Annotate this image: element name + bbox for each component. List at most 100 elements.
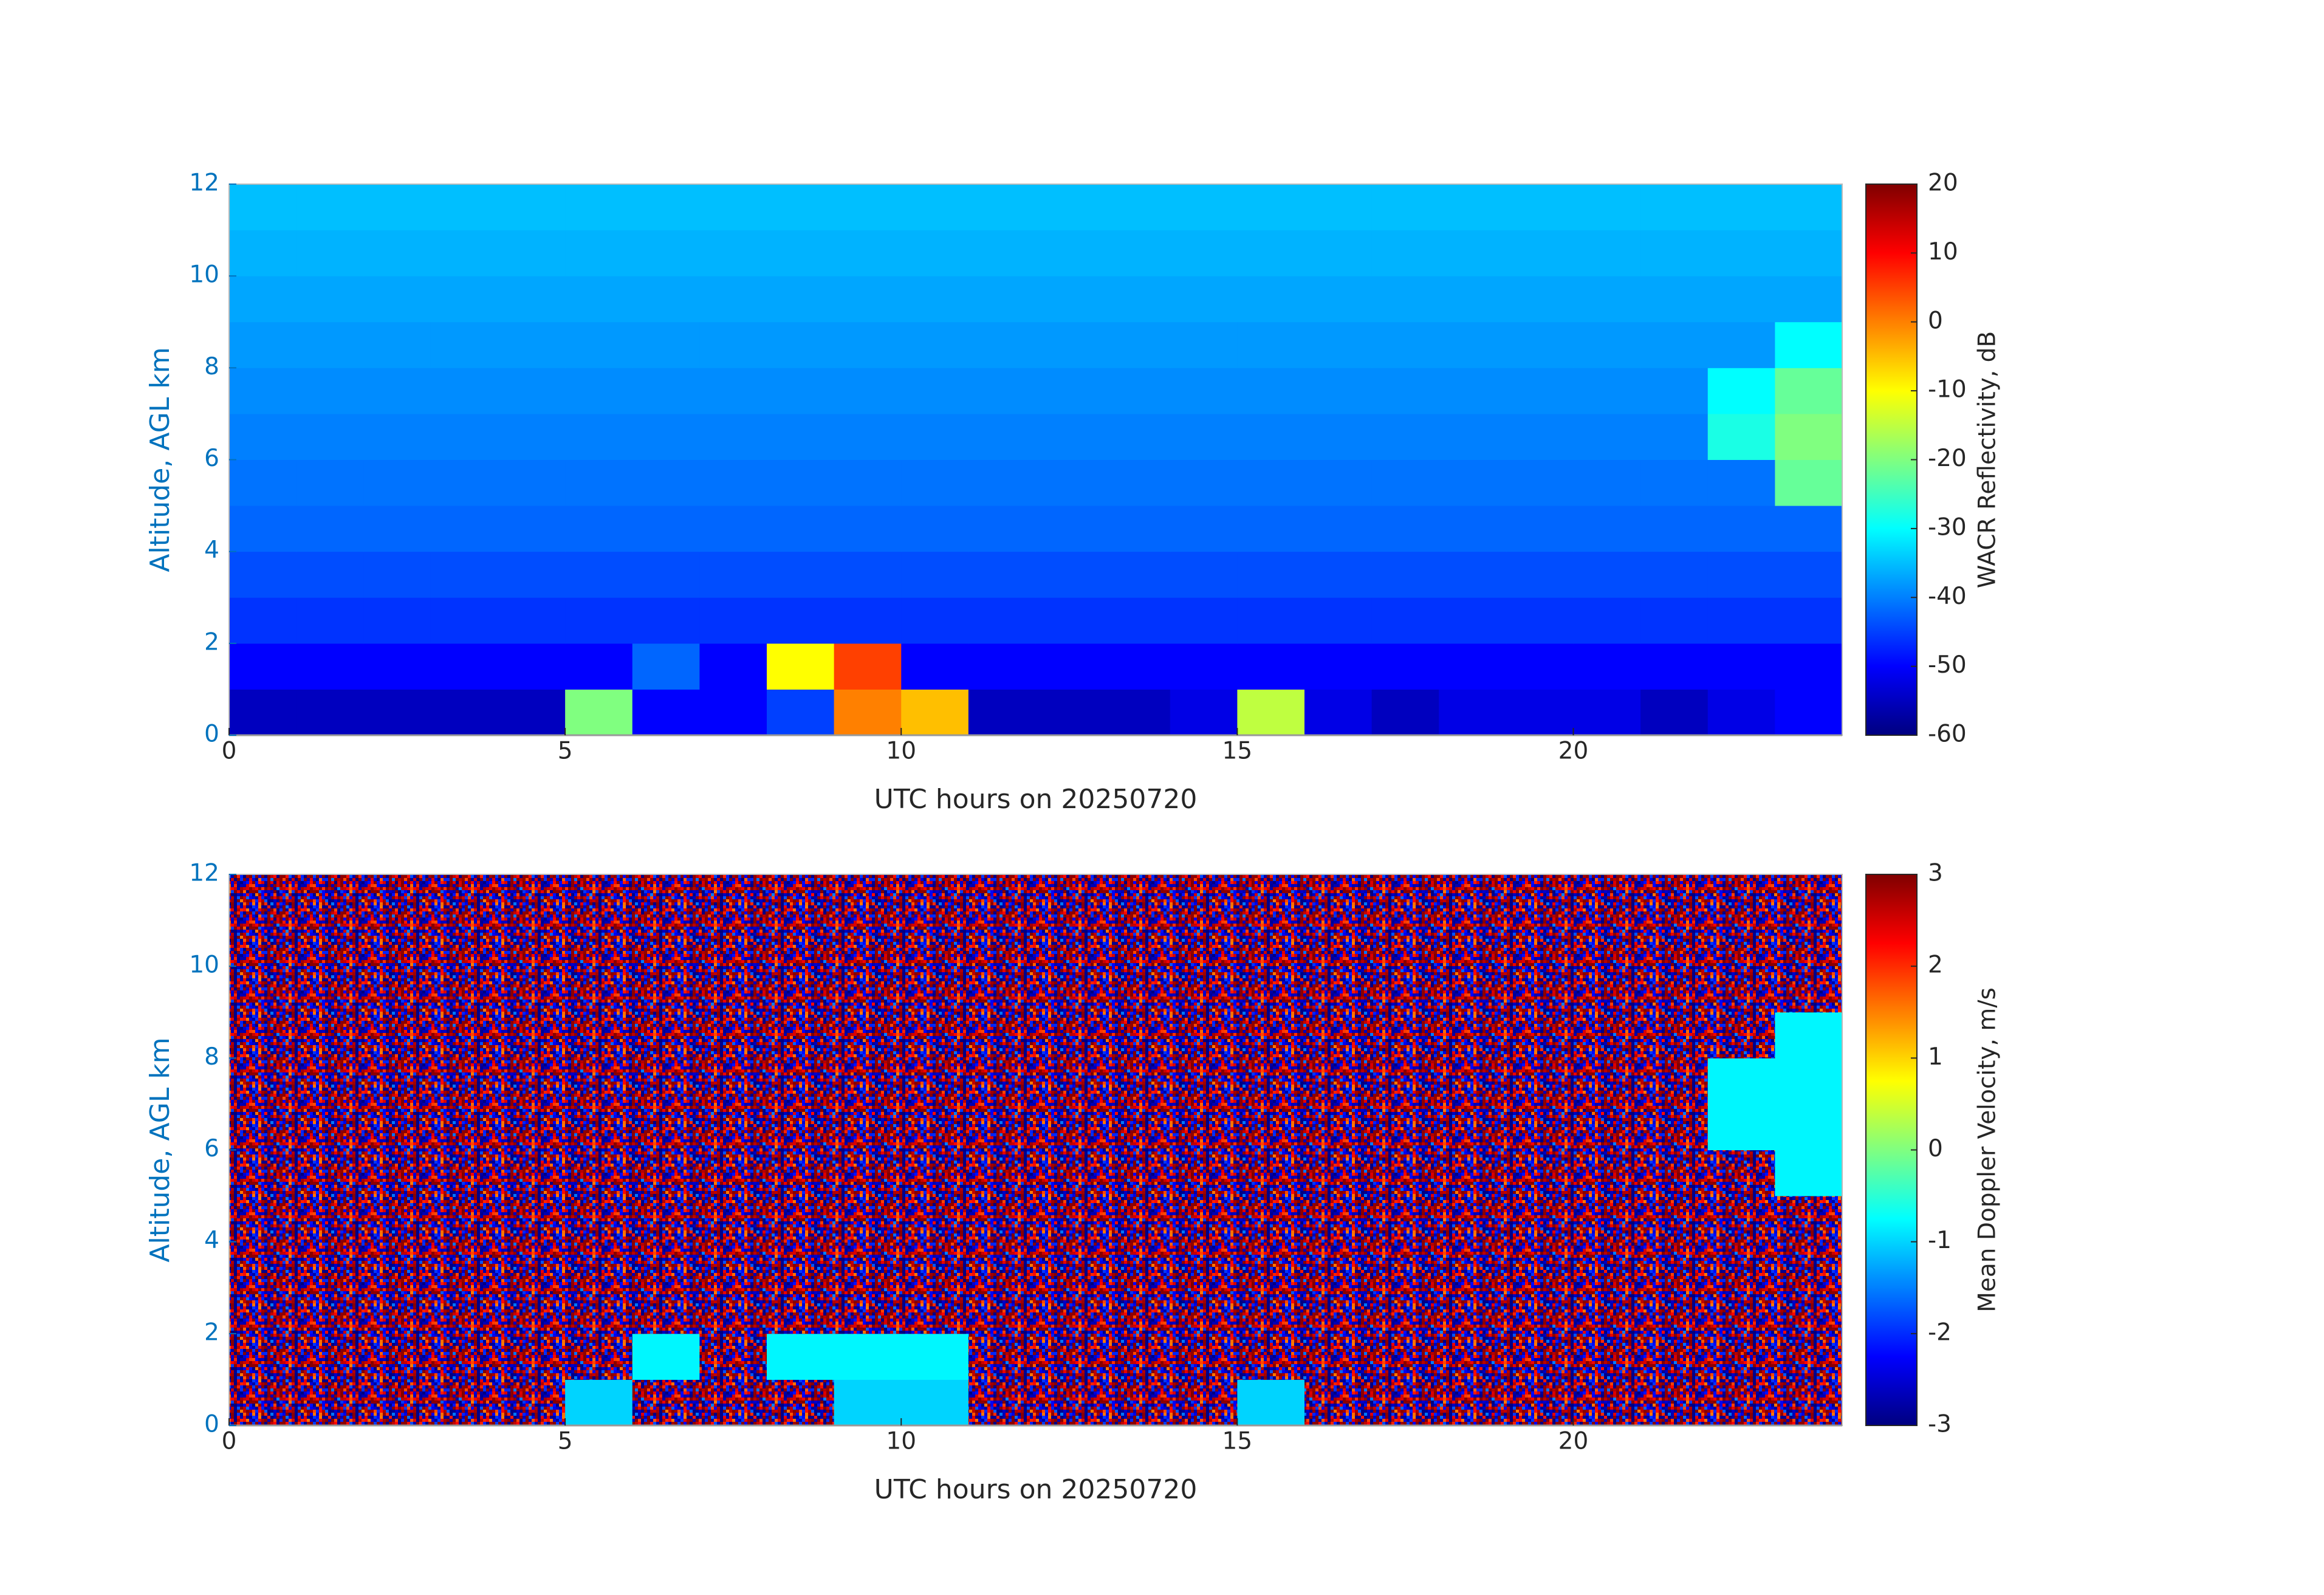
heatmap-cell [296,689,364,736]
heatmap-cell [1573,1103,1641,1150]
heatmap-cell [1707,643,1775,690]
heatmap-cell [1304,1379,1373,1426]
heatmap-cell [767,1196,835,1243]
heatmap-cell [767,920,835,967]
heatmap-cell [430,368,498,414]
heatmap-cell [632,1333,700,1380]
heatmap-cell [565,506,633,552]
heatmap-cell [968,1241,1036,1288]
heatmap-cell [632,506,700,552]
heatmap-cell [1237,1103,1305,1150]
heatmap-cell [901,506,969,552]
heatmap-cell [699,1103,767,1150]
heatmap-cell [1573,1012,1641,1058]
heatmap-cell [968,1058,1036,1105]
heatmap-cell [1304,1103,1373,1150]
heatmap-cell [1573,506,1641,552]
heatmap-cell [229,689,297,736]
heatmap-cell [632,184,700,231]
heatmap-cell [229,1058,297,1105]
heatmap-cell [767,413,835,460]
heatmap-cell [1103,184,1171,231]
heatmap-cell [1035,689,1103,736]
heatmap-cell [363,1103,431,1150]
heatmap-cell [430,1333,498,1380]
heatmap-cell [363,689,431,736]
heatmap-cell [1640,506,1709,552]
heatmap-cell [834,321,902,368]
heatmap-cell [767,1058,835,1105]
heatmap-cell [1573,1288,1641,1334]
heatmap-cell [968,230,1036,276]
heatmap-cell [363,874,431,921]
heatmap-cell [901,413,969,460]
heatmap-cell [363,1058,431,1105]
heatmap-cell [1640,368,1709,414]
heatmap-cell [1506,597,1574,644]
colorbar-tick-label: -3 [1928,1411,1952,1438]
x-tick-label: 15 [1222,738,1253,765]
heatmap-cell [229,276,297,323]
heatmap-cell [430,1103,498,1150]
heatmap-cell [229,1379,297,1426]
heatmap-cell [1506,1333,1574,1380]
heatmap-cell [498,1288,566,1334]
heatmap-cell [1237,230,1305,276]
heatmap-cell [767,1103,835,1150]
heatmap-cell [1439,1150,1507,1196]
heatmap-cell [1640,597,1709,644]
colorbar [1865,874,1918,1426]
heatmap-cell [1170,1379,1238,1426]
heatmap-cell [1103,459,1171,506]
heatmap-cell [430,1012,498,1058]
heatmap-cell [363,920,431,967]
heatmap-cell [1775,1058,1843,1105]
heatmap-cell [901,1196,969,1243]
heatmap-cell [1707,1058,1775,1105]
heatmap-cell [296,920,364,967]
heatmap-cell [632,276,700,323]
heatmap-cell [1439,597,1507,644]
heatmap-cell [430,1196,498,1243]
heatmap-cell [699,551,767,598]
heatmap-cell [1439,230,1507,276]
heatmap-cell [968,368,1036,414]
heatmap-cell [498,874,566,921]
heatmap-cell [1439,920,1507,967]
heatmap-cell [901,321,969,368]
heatmap-cell [1775,1241,1843,1288]
heatmap-cell [1170,276,1238,323]
heatmap-cell [901,551,969,598]
heatmap-cell [632,1288,700,1334]
heatmap-cell [1035,276,1103,323]
heatmap-cell [1170,1241,1238,1288]
heatmap-cell [968,1288,1036,1334]
heatmap-cell [1640,184,1709,231]
heatmap-cell [498,920,566,967]
heatmap-cell [1035,1288,1103,1334]
heatmap-cell [834,1150,902,1196]
heatmap-cell [1170,1196,1238,1243]
heatmap-cell [1170,1288,1238,1334]
heatmap-cell [968,321,1036,368]
heatmap-cell [1304,184,1373,231]
heatmap-cell [363,413,431,460]
heatmap-cell [430,413,498,460]
heatmap-cell [1170,1058,1238,1105]
heatmap-cell [229,1288,297,1334]
heatmap-cell [1707,506,1775,552]
heatmap-cell [968,874,1036,921]
heatmap-cell [834,184,902,231]
heatmap-cell [632,643,700,690]
heatmap-cell [834,230,902,276]
heatmap-cell [767,459,835,506]
heatmap-cell [565,368,633,414]
heatmap-cell [1170,597,1238,644]
heatmap-cell [1237,1150,1305,1196]
x-axis-label: UTC hours on 20250720 [874,784,1198,815]
heatmap-cell [1775,1288,1843,1334]
y-tick-label: 6 [204,445,219,472]
heatmap-cell [363,1288,431,1334]
heatmap-cell [1640,1379,1709,1426]
heatmap-cell [968,184,1036,231]
